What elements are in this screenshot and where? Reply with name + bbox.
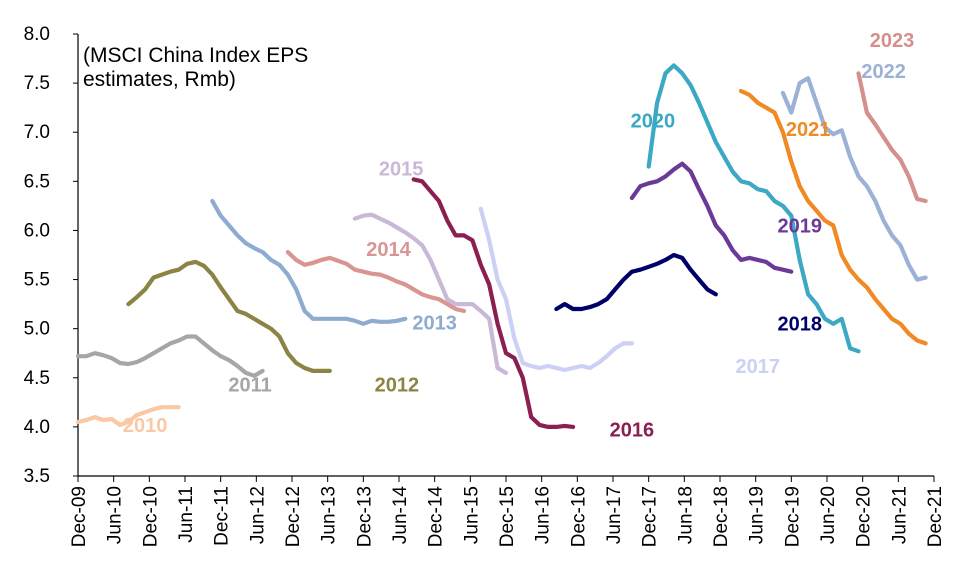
series-label-2016: 2016 (610, 420, 655, 442)
x-tick-label: Dec-19 (782, 486, 803, 547)
y-tick-label: 5.0 (24, 319, 50, 340)
x-tick-label: Dec-12 (283, 486, 304, 547)
y-tick-label: 7.0 (24, 122, 50, 143)
series-line-2023 (856, 71, 928, 204)
y-tick-label: 8.0 (24, 24, 50, 45)
x-tick-label: Dec-13 (354, 486, 375, 547)
x-tick-label: Dec-11 (212, 486, 233, 546)
x-tick-label: Jun-11 (176, 486, 197, 543)
series-line-2013 (210, 198, 408, 326)
x-tick-label: Jun-17 (604, 486, 625, 544)
x-tick-label: Dec-16 (568, 486, 589, 547)
series-label-2019: 2019 (777, 215, 822, 237)
x-tick-label: Dec-17 (640, 486, 661, 547)
series-label-2010: 2010 (123, 415, 168, 437)
x-tick-label: Jun-16 (533, 486, 554, 544)
series-label-2020: 2020 (631, 110, 676, 132)
series-label-2022: 2022 (861, 61, 906, 83)
x-tick-label: Jun-13 (319, 486, 340, 544)
series-line-2021 (738, 88, 928, 346)
y-tick-label: 3.5 (24, 466, 50, 487)
x-tick-label: Dec-14 (426, 486, 447, 548)
chart-subtitle-line-2: estimates, Rmb) (83, 68, 236, 91)
x-tick-label: Dec-09 (69, 486, 90, 547)
series-labels: 2010 2011 2012 2013 2014 2015 2016 2017 2018 2019… (123, 30, 914, 442)
x-tick-label: Jun-15 (461, 486, 482, 544)
series-label-2014: 2014 (366, 239, 411, 261)
series-line-2016 (411, 177, 576, 429)
x-tick-label: Dec-15 (497, 486, 518, 547)
y-tick-label: 4.5 (24, 368, 50, 389)
series-line-2017 (478, 206, 634, 372)
chart-subtitle-line-1: (MSCI China Index EPS (83, 44, 308, 67)
y-tick-label: 5.5 (24, 270, 50, 291)
x-tick-label: Dec-20 (854, 486, 875, 547)
x-tick-label: Jun-12 (247, 486, 268, 544)
x-tick-label: Jun-20 (818, 486, 839, 544)
y-tick-label: 4.0 (24, 417, 50, 438)
x-tick-label: Jun-18 (675, 486, 696, 544)
x-tick-label: Dec-21 (925, 486, 946, 547)
series-label-2018: 2018 (777, 314, 822, 336)
x-tick-label: Jun-14 (390, 486, 411, 545)
series-line-2010 (75, 405, 181, 427)
x-tick-label: Dec-10 (140, 486, 161, 547)
series-label-2012: 2012 (375, 375, 420, 397)
series-line-2022 (780, 76, 928, 282)
series-label-2021: 2021 (786, 119, 831, 141)
axes: 3.5 4.0 4.5 5.0 5.5 6.0 6.5 7.0 7.5 8.0 Dec-09 Jun-… (24, 24, 946, 547)
y-tick-label: 7.5 (24, 73, 50, 94)
series-label-2013: 2013 (412, 313, 457, 335)
series-line-2018 (554, 252, 718, 312)
series-line-2020 (646, 63, 861, 354)
series-label-2017: 2017 (736, 356, 781, 378)
series-line-2014 (285, 250, 467, 314)
series-line-2011 (75, 334, 265, 378)
series-label-2011: 2011 (228, 375, 271, 397)
x-tick-label: Jun-10 (105, 486, 126, 544)
series-label-2015: 2015 (379, 158, 424, 180)
x-tick-label: Jun-19 (747, 486, 768, 544)
series-label-2023: 2023 (870, 30, 915, 52)
y-tick-label: 6.0 (24, 220, 50, 241)
series-lines (75, 63, 928, 429)
x-tick-label: Dec-18 (711, 486, 732, 547)
x-tick-label: Jun-21 (889, 486, 910, 544)
series-line-2019 (629, 161, 794, 274)
series-line-2015 (352, 212, 509, 375)
series-line-2012 (126, 259, 332, 373)
y-tick-label: 6.5 (24, 171, 50, 192)
